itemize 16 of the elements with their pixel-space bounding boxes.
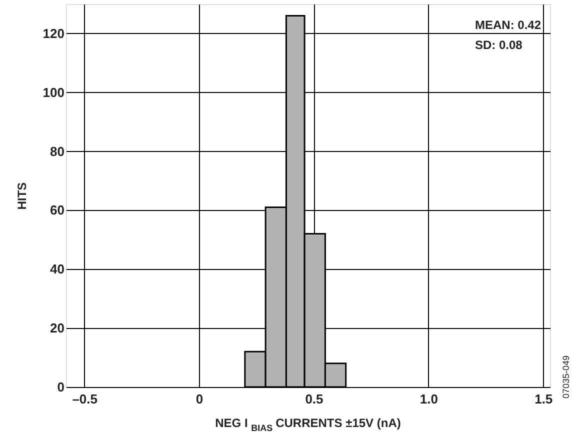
y-tick-label: 20 (50, 320, 64, 336)
x-tick-label: 1.0 (420, 392, 438, 406)
y-axis-title: HITS (14, 182, 29, 210)
y-tick-label: 40 (50, 262, 64, 277)
text: 07035-049 (561, 355, 571, 399)
x-tick-label: –0.5 (72, 392, 98, 406)
x-tick-label: 0.5 (305, 392, 324, 406)
y-tick-label: 80 (50, 144, 64, 159)
annotation: MEAN: 0.42 (475, 18, 542, 32)
x-tick-label: 1.5 (534, 392, 553, 406)
y-tick-label: 60 (50, 202, 64, 218)
y-tick-label: 0 (57, 380, 64, 394)
y-tick-label: 100 (42, 84, 64, 100)
annotation: SD: 0.08 (475, 38, 523, 52)
x-tick-label: 0 (196, 392, 204, 406)
y-tick-label: 120 (42, 26, 64, 41)
